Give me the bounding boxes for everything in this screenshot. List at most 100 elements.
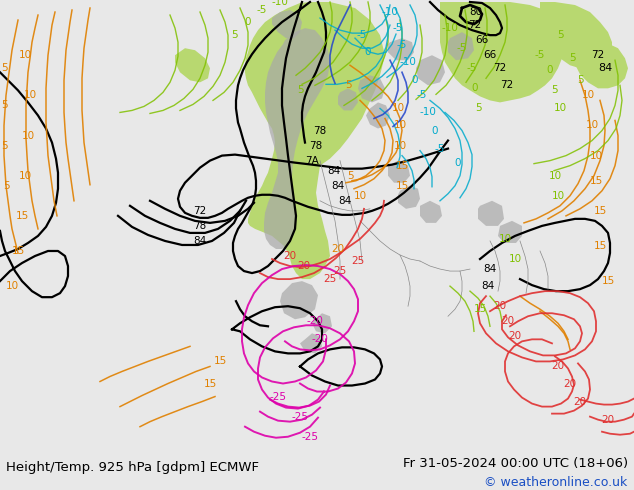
Text: 10: 10 [581,90,595,100]
Text: 5: 5 [475,103,481,113]
Text: -10: -10 [271,0,288,7]
Text: 10: 10 [18,50,32,60]
Text: 84: 84 [332,181,345,191]
Polygon shape [358,75,385,102]
Text: Fr 31-05-2024 00:00 UTC (18+06): Fr 31-05-2024 00:00 UTC (18+06) [403,457,628,470]
Text: 15: 15 [593,206,607,216]
Text: 78: 78 [313,125,327,136]
Text: 78: 78 [193,221,207,231]
Text: 72: 72 [193,206,207,216]
Text: -25: -25 [269,392,287,402]
Text: 10: 10 [394,141,406,150]
Text: 10: 10 [394,121,406,130]
Text: 25: 25 [323,274,337,284]
Polygon shape [366,102,390,128]
Text: 5: 5 [577,75,583,85]
Text: 84: 84 [483,264,496,274]
Text: 84: 84 [339,196,352,206]
Text: 20: 20 [564,378,576,389]
Text: 72: 72 [493,63,507,74]
Text: -10: -10 [382,7,398,17]
Text: 20: 20 [552,362,564,371]
Text: 15: 15 [11,246,25,256]
Text: 25: 25 [333,266,347,276]
Text: -20: -20 [307,316,323,326]
Text: 10: 10 [18,171,32,181]
Text: 0: 0 [432,125,438,136]
Text: 20: 20 [602,415,614,425]
Text: -10: -10 [420,107,436,118]
Text: 15: 15 [204,378,217,389]
Text: 0: 0 [547,65,553,75]
Text: 10: 10 [552,191,564,201]
Text: 5: 5 [2,141,8,150]
Text: 5: 5 [552,85,559,96]
Text: 80: 80 [469,7,482,17]
Text: -5: -5 [435,144,445,153]
Text: 15: 15 [593,241,607,251]
Polygon shape [416,55,445,85]
Text: 10: 10 [508,254,522,264]
Text: 25: 25 [351,256,365,266]
Text: 20: 20 [573,396,586,407]
Text: 0: 0 [245,17,251,27]
Text: 20: 20 [332,244,344,254]
Text: 20: 20 [501,316,515,326]
Text: 5: 5 [557,30,564,40]
Polygon shape [388,161,410,183]
Text: -5: -5 [457,43,467,53]
Text: 10: 10 [6,281,18,291]
Text: 20: 20 [283,251,297,261]
Text: 5: 5 [569,53,575,63]
Text: 78: 78 [309,141,323,150]
Polygon shape [280,281,318,319]
Text: 84: 84 [481,281,495,291]
Text: 0: 0 [455,158,462,168]
Text: 72: 72 [500,80,514,90]
Text: 5: 5 [347,171,353,181]
Text: 10: 10 [498,234,512,244]
Text: 5: 5 [3,181,10,191]
Text: 15: 15 [396,161,409,171]
Polygon shape [440,2,565,102]
Text: -25: -25 [292,412,309,421]
Text: -10: -10 [399,57,417,67]
Polygon shape [448,32,474,60]
Text: 5: 5 [231,30,238,40]
Text: 5: 5 [345,80,351,90]
Text: -5: -5 [257,5,267,15]
Polygon shape [420,201,442,223]
Polygon shape [175,48,210,82]
Text: 15: 15 [590,176,603,186]
Text: 10: 10 [553,103,567,113]
Polygon shape [540,2,612,68]
Polygon shape [264,28,330,249]
Text: -5: -5 [467,63,477,74]
Text: Height/Temp. 925 hPa [gdpm] ECMWF: Height/Temp. 925 hPa [gdpm] ECMWF [6,461,259,473]
Text: 5: 5 [297,85,303,96]
Text: -5: -5 [357,30,367,40]
Text: 5: 5 [2,100,8,110]
Polygon shape [338,88,358,110]
Polygon shape [272,10,302,38]
Text: 0: 0 [411,75,418,85]
Text: 66: 66 [476,35,489,45]
Text: -25: -25 [302,432,318,441]
Polygon shape [575,42,628,88]
Polygon shape [388,38,414,60]
Polygon shape [312,313,332,333]
Text: 0: 0 [365,47,372,57]
Text: 66: 66 [483,50,496,60]
Text: 20: 20 [297,261,311,271]
Text: -5: -5 [535,50,545,60]
Text: 10: 10 [391,103,404,113]
Text: 10: 10 [23,90,37,100]
Polygon shape [478,201,504,226]
Text: -5: -5 [393,23,403,33]
Polygon shape [245,2,385,279]
Text: -5: -5 [397,40,407,50]
Text: -5: -5 [417,90,427,100]
Text: -20: -20 [311,334,328,344]
Text: 84: 84 [598,63,612,74]
Text: 72: 72 [592,50,605,60]
